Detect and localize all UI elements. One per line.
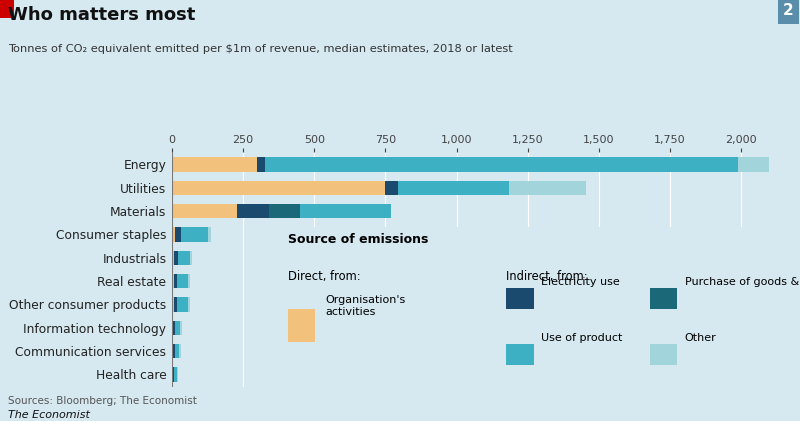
Bar	[190, 250, 192, 265]
Bar	[177, 274, 188, 288]
Text: Direct, from:: Direct, from:	[288, 270, 361, 283]
Bar	[188, 274, 190, 288]
Bar	[386, 181, 398, 195]
Text: Electricity use: Electricity use	[541, 277, 620, 287]
Bar	[172, 227, 175, 242]
Text: Tonnes of CO₂ equivalent emitted per $1m of revenue, median estimates, 2018 or l: Tonnes of CO₂ equivalent emitted per $1m…	[8, 44, 513, 54]
Bar	[288, 309, 315, 342]
Bar	[175, 227, 181, 242]
Bar	[506, 288, 534, 309]
Bar	[650, 288, 678, 309]
Text: Other: Other	[685, 333, 717, 344]
Bar	[175, 344, 179, 358]
Bar	[207, 227, 211, 242]
Bar	[172, 157, 258, 172]
Bar	[177, 297, 188, 312]
Bar	[173, 320, 175, 335]
Bar	[172, 320, 173, 335]
Bar	[258, 157, 266, 172]
Bar	[174, 274, 177, 288]
Text: 2: 2	[783, 3, 794, 19]
Bar	[172, 274, 174, 288]
Bar	[174, 297, 177, 312]
Bar	[179, 344, 181, 358]
Bar	[181, 227, 207, 242]
Bar	[650, 344, 678, 365]
Bar	[506, 344, 534, 365]
Bar	[172, 297, 174, 312]
Bar	[175, 320, 180, 335]
Bar	[172, 204, 238, 218]
Text: The Economist: The Economist	[8, 410, 90, 420]
Bar	[738, 157, 769, 172]
Bar	[178, 250, 190, 265]
Bar	[174, 367, 177, 382]
Bar	[180, 320, 182, 335]
Bar	[188, 297, 190, 312]
Text: Indirect, from:: Indirect, from:	[506, 270, 588, 283]
Bar	[266, 157, 738, 172]
Bar	[172, 367, 173, 382]
Text: Sources: Bloomberg; The Economist: Sources: Bloomberg; The Economist	[8, 396, 197, 406]
Bar	[174, 250, 178, 265]
Bar	[172, 181, 386, 195]
Bar	[177, 367, 178, 382]
Bar	[172, 250, 174, 265]
Text: Who matters most: Who matters most	[8, 6, 195, 24]
Bar	[173, 367, 174, 382]
Bar	[173, 344, 175, 358]
Text: Purchase of goods & services: Purchase of goods & services	[685, 277, 800, 287]
Text: Use of product: Use of product	[541, 333, 622, 344]
Text: Source of emissions: Source of emissions	[288, 233, 428, 245]
Bar	[269, 204, 300, 218]
Bar	[300, 204, 391, 218]
Bar	[238, 204, 269, 218]
Bar	[398, 181, 510, 195]
Bar	[172, 344, 173, 358]
Bar	[510, 181, 586, 195]
Text: Organisation's
activities: Organisation's activities	[325, 295, 406, 317]
